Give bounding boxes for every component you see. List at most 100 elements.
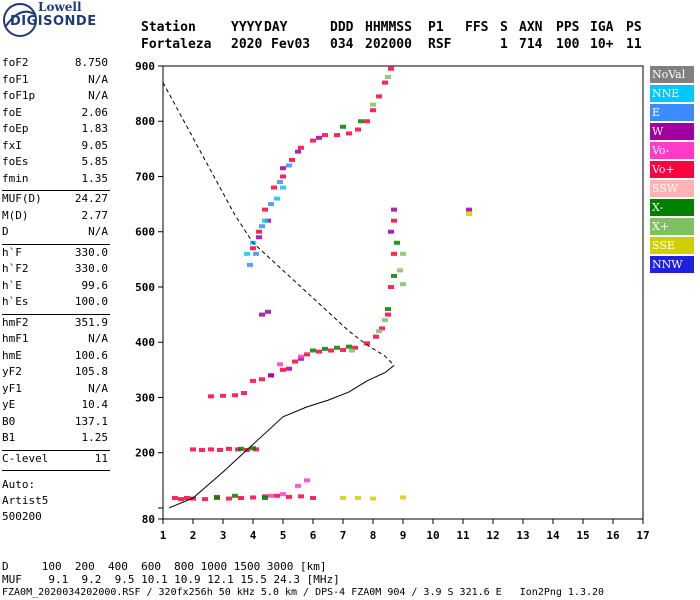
- echo-trace-point: [316, 349, 322, 354]
- y-tick-label: 600: [135, 226, 155, 239]
- echo-trace-point: [394, 240, 400, 245]
- echo-trace-point: [226, 446, 232, 451]
- param-row-ye: yE 10.4: [2, 398, 108, 414]
- echo-trace-point: [226, 496, 232, 501]
- x-tick-label: 16: [606, 529, 620, 542]
- param-value: N/A: [88, 72, 108, 86]
- param-key: hmF2: [2, 315, 29, 329]
- param-row-hf2: h`F2 330.0: [2, 262, 108, 278]
- echo-trace-point: [277, 180, 283, 185]
- echo-trace-point: [370, 496, 376, 501]
- echo-trace-point: [280, 185, 286, 190]
- legend-item-sse: SSE: [650, 237, 694, 254]
- x-tick-label: 11: [456, 529, 470, 542]
- echo-trace-point: [250, 446, 256, 451]
- echo-trace-point: [355, 127, 361, 132]
- echo-trace-point: [316, 135, 322, 140]
- header-label-ffs: FFS: [465, 20, 489, 35]
- y-tick-label: 800: [135, 115, 155, 128]
- echo-trace-point: [310, 348, 316, 353]
- param-value: 351.9: [74, 315, 108, 329]
- echo-trace-point: [295, 483, 301, 488]
- echo-trace-point: [286, 494, 292, 499]
- param-key: yF1: [2, 381, 22, 395]
- param-value: 11: [94, 451, 108, 465]
- y-tick-label: 900: [135, 60, 155, 73]
- echo-trace-point: [298, 494, 304, 499]
- header-label-hhmmss: HHMMSS: [365, 20, 412, 35]
- param-value: 1.35: [81, 171, 109, 185]
- echo-trace-point: [277, 362, 283, 367]
- echo-trace-point: [298, 356, 304, 361]
- header-value-p1: RSF: [428, 37, 452, 52]
- echo-trace-point: [274, 196, 280, 201]
- logo-text-digisonde: DIGISONDE: [10, 14, 97, 29]
- param-key: foE: [2, 105, 22, 119]
- header-value-hhmmss: 202000: [365, 37, 412, 52]
- echo-trace-point: [244, 251, 250, 256]
- param-row-he: h`E 99.6: [2, 279, 108, 295]
- param-row-hes: h`Es 100.0: [2, 295, 108, 311]
- x-tick-label: 5: [280, 529, 287, 542]
- param-row-b0: B0 137.1: [2, 415, 108, 431]
- echo-trace-point: [265, 309, 271, 314]
- param-key: foF2: [2, 56, 29, 69]
- param-key: h`F2: [2, 262, 29, 275]
- param-key: foF1: [2, 72, 29, 86]
- echo-trace-point: [274, 493, 280, 498]
- echo-trace-point: [262, 496, 268, 501]
- echo-trace-point: [202, 497, 208, 502]
- param-separator: [2, 313, 110, 315]
- echo-trace-point: [370, 108, 376, 113]
- echo-trace-point: [184, 496, 190, 501]
- legend-item-noval: NoVal: [650, 66, 694, 83]
- legend-item-w: W: [650, 123, 694, 140]
- header-value-yyyy: 2020: [231, 37, 263, 52]
- echo-trace-point: [280, 174, 286, 179]
- param-key: fxI: [2, 138, 22, 152]
- echo-trace-point: [217, 447, 223, 452]
- y-tick-label: 200: [135, 447, 155, 460]
- echo-trace-point: [328, 348, 334, 353]
- header-label-pps: PPS: [556, 20, 580, 35]
- echo-trace-point: [310, 138, 316, 143]
- echo-trace-point: [391, 207, 397, 212]
- legend-item-x: X-: [650, 199, 694, 216]
- distance-row: D 100 200 400 600 800 1000 1500 3000 [km…: [2, 560, 327, 573]
- echo-trace-point: [388, 66, 394, 71]
- param-value: 137.1: [74, 414, 108, 428]
- echo-trace-point: [259, 377, 265, 382]
- header-label-yyyy: YYYY: [231, 20, 263, 35]
- echo-trace-point: [238, 496, 244, 501]
- echo-trace-point: [340, 347, 346, 352]
- param-key: M(D): [2, 208, 29, 222]
- param-value: 9.05: [81, 138, 109, 152]
- auto-line: Auto:: [2, 478, 36, 491]
- echo-trace-point: [238, 446, 244, 451]
- param-value: N/A: [88, 89, 108, 102]
- echo-trace-point: [190, 496, 196, 501]
- param-key: hmE: [2, 348, 22, 362]
- echo-trace-point: [349, 348, 355, 353]
- echo-trace-point: [253, 251, 259, 256]
- param-row-hmf2: hmF2 351.9: [2, 316, 108, 332]
- echo-trace-point: [364, 341, 370, 346]
- echo-trace-point: [262, 218, 268, 223]
- y-tick-label: 500: [135, 281, 155, 294]
- echo-trace-point: [466, 212, 472, 217]
- echo-trace-point: [340, 124, 346, 129]
- echo-trace-point: [256, 235, 262, 240]
- echo-trace-point: [322, 346, 328, 351]
- param-row-fof1: foF1 N/A: [2, 73, 108, 89]
- echo-trace-point: [397, 268, 403, 273]
- param-key: B1: [2, 431, 16, 444]
- echo-trace-point: [214, 494, 220, 499]
- x-tick-label: 8: [370, 529, 377, 542]
- param-value: N/A: [88, 225, 108, 238]
- echo-trace-point: [280, 492, 286, 497]
- param-value: 24.27: [74, 192, 108, 205]
- param-value: 1.83: [81, 122, 109, 135]
- echo-trace-point: [250, 495, 256, 500]
- echo-trace-point: [304, 478, 310, 483]
- param-value: 100.6: [74, 348, 108, 362]
